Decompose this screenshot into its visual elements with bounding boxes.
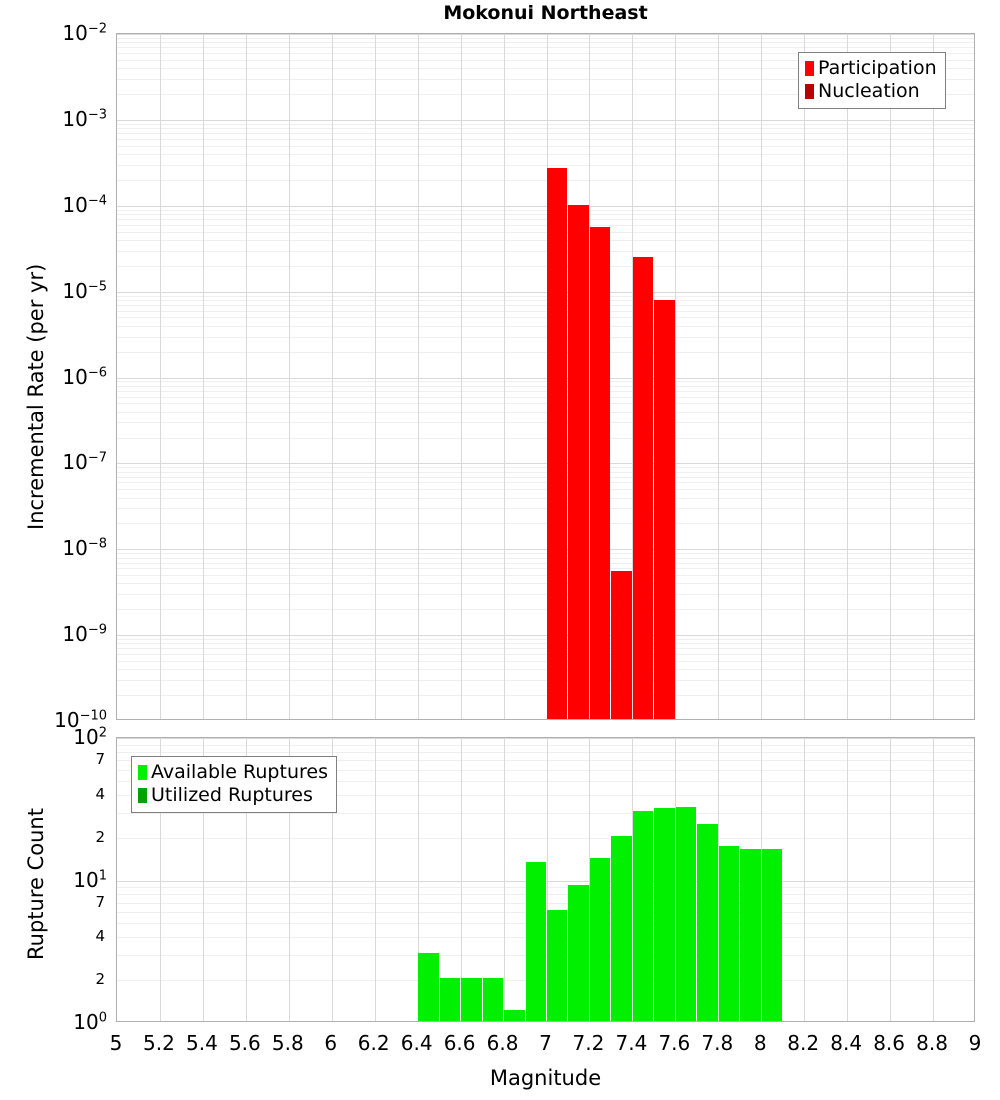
y-tick-label: 10−5 xyxy=(62,278,107,303)
y-tick-label-minor: 2 xyxy=(95,827,105,846)
x-tick-label: 5.6 xyxy=(228,1031,261,1055)
swatch-utilized-ruptures-icon xyxy=(138,788,147,803)
bar-participation xyxy=(632,256,654,719)
bar-participation xyxy=(654,299,675,719)
swatch-participation-icon xyxy=(805,61,814,76)
legend-label-available-ruptures: Available Ruptures xyxy=(151,761,328,783)
x-tick-label: 6.8 xyxy=(486,1031,519,1055)
y-tick-label: 10−3 xyxy=(62,106,107,131)
x-tick-label: 6.6 xyxy=(443,1031,476,1055)
x-tick-label: 8.8 xyxy=(916,1031,948,1055)
y-tick-label-minor: 4 xyxy=(95,784,105,803)
x-tick-label: 8.4 xyxy=(830,1031,863,1055)
bar-available xyxy=(589,857,611,1021)
x-tick-label: 8 xyxy=(753,1031,767,1055)
legend-item-utilized-ruptures: Utilized Ruptures xyxy=(138,784,328,807)
bar-available xyxy=(632,810,654,1021)
x-tick-label: 7 xyxy=(539,1031,552,1055)
legend-label-participation: Participation xyxy=(818,57,937,79)
swatch-nucleation-icon xyxy=(805,84,814,99)
legend-label-utilized-ruptures: Utilized Ruptures xyxy=(151,784,313,806)
y-tick-label: 10−10 xyxy=(54,708,107,732)
y-tick-label: 10−4 xyxy=(62,192,107,217)
y-tick-label-minor: 7 xyxy=(95,750,105,769)
x-tick-label: 7.4 xyxy=(615,1031,648,1055)
figure-title: Mokonui Northeast xyxy=(443,2,648,24)
bar-available xyxy=(654,808,675,1021)
legend-item-available-ruptures: Available Ruptures xyxy=(138,761,328,784)
bar-available xyxy=(675,806,697,1021)
bar-available xyxy=(504,1009,525,1021)
y-tick-label-minor: 7 xyxy=(95,892,105,911)
y-tick-label: 101 xyxy=(73,867,107,892)
bar-available xyxy=(461,978,482,1021)
y-tick-label-minor: 4 xyxy=(95,927,105,946)
bar-available xyxy=(697,824,718,1021)
y-tick-label: 10−7 xyxy=(62,450,107,475)
x-tick-label: 8.6 xyxy=(873,1031,905,1055)
y-tick-label: 10−8 xyxy=(62,536,107,561)
x-axis-ticks: 5 5.2 5.4 5.6 5.8 6 6.2 6.4 6.6 6.8 7 7.2 7.4 7.6 7.8 8… xyxy=(0,1031,1000,1061)
y-tick-label: 102 xyxy=(73,725,107,749)
x-tick-label: 5 xyxy=(109,1031,123,1055)
bar-participation xyxy=(611,570,632,719)
y-axis-ticks-incremental-rate: 10−10 10−9 10−8 10−7 10−6 10−5 10−4 10−3 10−2 xyxy=(0,0,112,1100)
bar-available xyxy=(547,910,568,1021)
bar-available xyxy=(718,845,740,1021)
bars-rupture-count xyxy=(117,738,974,1021)
bar-available xyxy=(761,849,783,1021)
x-tick-label: 8.2 xyxy=(787,1031,820,1055)
x-tick-label: 5.2 xyxy=(143,1031,175,1055)
bars-incremental-rate xyxy=(117,34,974,719)
x-axis-title: Magnitude xyxy=(489,1066,602,1090)
bar-available xyxy=(525,862,546,1021)
bar-available xyxy=(568,885,589,1021)
x-tick-label: 6 xyxy=(324,1031,338,1055)
y-axis-title-rupture-count: Rupture Count xyxy=(24,808,48,960)
y-axis-ticks-rupture-count: 100 2 4 7 101 2 4 7 102 xyxy=(0,0,112,1100)
x-tick-label: 6.2 xyxy=(357,1031,390,1055)
bar-available xyxy=(418,953,439,1021)
legend-label-nucleation: Nucleation xyxy=(818,80,920,102)
legend-item-nucleation: Nucleation xyxy=(805,80,937,103)
bar-available xyxy=(439,978,461,1021)
x-tick-label: 5.8 xyxy=(271,1031,304,1055)
y-tick-label: 100 xyxy=(73,1010,107,1034)
y-axis-title-incremental-rate: Incremental Rate (per yr) xyxy=(24,263,48,530)
bar-available xyxy=(482,978,504,1021)
incremental-rate-plot xyxy=(116,33,975,720)
y-tick-label: 10−9 xyxy=(62,622,107,647)
bar-participation xyxy=(589,226,611,719)
x-tick-label: 9 xyxy=(968,1031,982,1055)
y-tick-label: 10−6 xyxy=(62,364,107,389)
x-tick-label: 7.6 xyxy=(658,1031,691,1055)
x-tick-label: 7.2 xyxy=(572,1031,605,1055)
x-tick-label: 6.4 xyxy=(400,1031,433,1055)
x-tick-label: 5.4 xyxy=(185,1031,218,1055)
bar-participation xyxy=(547,168,568,719)
bar-available xyxy=(740,849,761,1021)
swatch-available-ruptures-icon xyxy=(138,765,147,780)
legend-rupture-count: Available Ruptures Utilized Ruptures xyxy=(131,756,337,813)
legend-item-participation: Participation xyxy=(805,57,937,80)
bar-participation xyxy=(568,205,589,719)
bar-available xyxy=(611,835,632,1021)
legend-incremental-rate: Participation Nucleation xyxy=(798,52,946,109)
x-tick-label: 7.8 xyxy=(701,1031,734,1055)
y-tick-label-minor: 2 xyxy=(95,970,105,989)
y-tick-label: 10−2 xyxy=(62,21,107,45)
